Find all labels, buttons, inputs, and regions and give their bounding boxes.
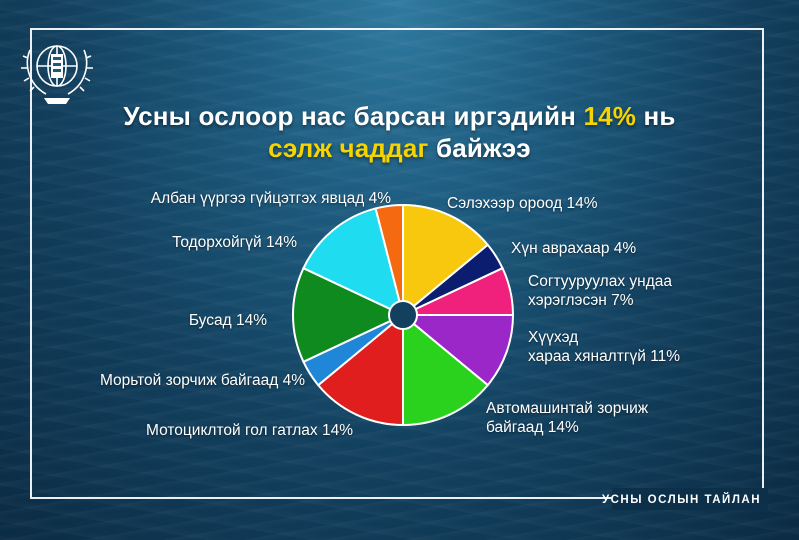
slice-label-5: Мотоциклтой гол гатлах 14% [146, 421, 353, 440]
pie-slice-8 [302, 207, 405, 317]
slice-label-4: Автомашинтай зорчиж байгаад 14% [486, 399, 648, 437]
white-frame [30, 28, 764, 499]
chart-title-line-1: Усны ослоор нас барсан иргэдийн 14% нь [123, 101, 676, 131]
slice-label-line: хэрэглэсэн 7% [528, 292, 634, 309]
slice-label-3: Хүүхэд хараа хяналтгүй 11% [528, 328, 680, 366]
slice-label-line: Морьтой зорчиж байгаад 4% [99, 372, 305, 389]
pie-center-hole [388, 300, 418, 330]
slice-label-line: Хүн аврахаар 4% [511, 240, 637, 257]
slice-label-8: Тодорхойгүй 14% [172, 233, 297, 252]
slice-label-line: Согтууруулах ундаа [528, 273, 672, 290]
emblem-logo [21, 45, 93, 104]
pie-slice-4 [402, 312, 490, 427]
slice-label-line: Сэлэхээр ороод 14% [447, 195, 598, 212]
pie-slice-0 [402, 203, 490, 318]
slice-label-9: Албан үүргээ гүйцэтгэх явцад 4% [151, 189, 391, 208]
title-highlight-percent: 14% [583, 101, 637, 131]
slice-label-line: байгаад 14% [486, 419, 579, 436]
slice-label-0: Сэлэхээр ороод 14% [447, 194, 598, 213]
slice-label-line: Бусад 14% [188, 312, 267, 329]
slice-label-line: Албан үүргээ гүйцэтгэх явцад 4% [150, 190, 391, 207]
slice-label-line: хараа хяналтгүй 11% [528, 348, 681, 365]
slice-label-line: Мотоциклтой гол гатлах 14% [146, 422, 353, 439]
pie-slice-3 [400, 314, 515, 387]
footer-title: УСНЫ ОСЛЫН ТАЙЛАН [601, 494, 761, 506]
slice-label-6: Морьтой зорчиж байгаад 4% [100, 371, 305, 390]
pie-slice-7 [291, 266, 406, 364]
slice-label-2: Согтууруулах ундаа хэрэглэсэн 7% [528, 272, 672, 310]
slice-label-line: Тодорхойгүй 14% [172, 234, 297, 251]
pie-slice-5 [316, 312, 404, 427]
slice-label-line: Хүүхэд [528, 329, 579, 346]
slice-label-7: Бусад 14% [189, 311, 267, 330]
slice-label-line: Автомашинтай зорчиж [486, 400, 649, 417]
footer-background [612, 488, 768, 510]
slice-label-1: Хүн аврахаар 4% [511, 239, 636, 258]
pie-slice-9 [374, 203, 404, 316]
title-highlight-swim: сэлж чаддаг [268, 133, 429, 163]
chart-title-line-2: сэлж чаддаг байжээ [268, 133, 531, 163]
